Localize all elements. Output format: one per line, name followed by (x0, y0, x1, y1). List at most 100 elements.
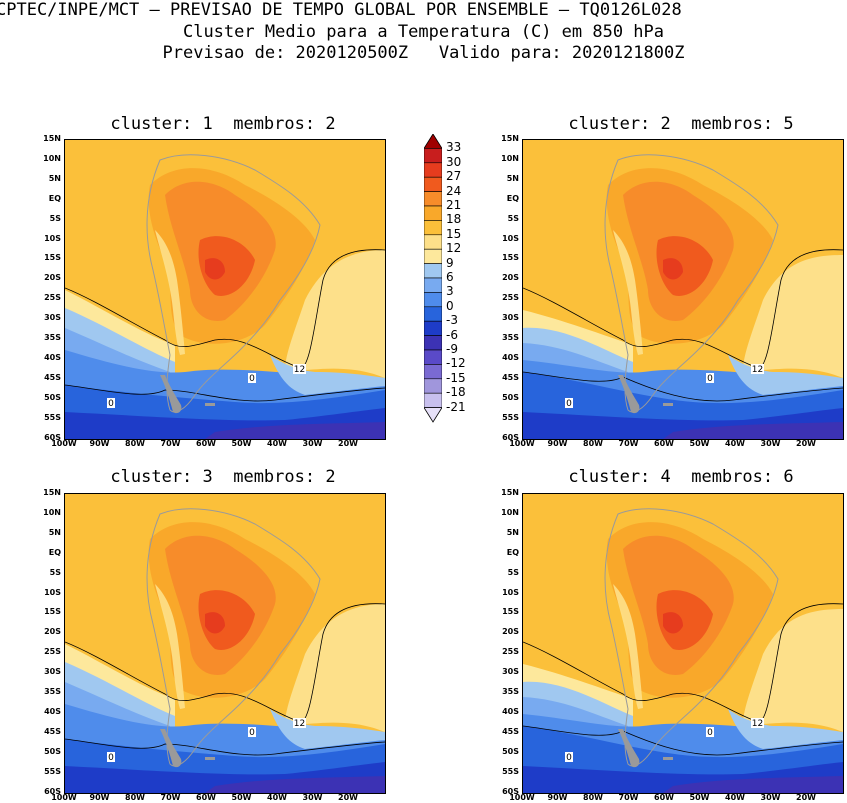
colorbar-tick-label: 6 (446, 270, 454, 284)
colorbar-swatch (424, 306, 442, 322)
lat-label: 20S (502, 273, 519, 283)
lon-label: 20W (796, 793, 816, 802)
lon-label: 50W (689, 793, 710, 802)
lon-label: 90W (89, 439, 110, 448)
contour-label-warm: 12 (752, 719, 763, 729)
lat-label: 35S (502, 333, 519, 342)
lat-label: 50S (502, 746, 519, 756)
colorbar-tick-label: -18 (446, 385, 466, 400)
lat-label: EQ (506, 193, 519, 203)
lat-label: 5N (48, 173, 61, 183)
colorbar-swatch (424, 263, 442, 279)
lon-label: 60W (654, 793, 674, 802)
lat-label: 55S (44, 412, 61, 422)
colorbar-swatch (424, 349, 442, 365)
lon-label: 80W (125, 439, 145, 448)
lon-label: 80W (125, 793, 145, 802)
colorbar-swatch (424, 407, 442, 423)
lon-label: 30W (302, 439, 323, 448)
colorbar-swatch (424, 234, 442, 250)
lat-label: 15N (501, 134, 519, 143)
temperature-map-cluster-1: 12 0 0 (64, 139, 386, 440)
contour-label-cold: 0 (249, 728, 255, 738)
lat-label: 10N (501, 153, 519, 163)
lon-label: 70W (160, 793, 181, 802)
colorbar-swatch (424, 205, 442, 221)
lat-label: 10S (502, 587, 519, 597)
lon-label: 70W (618, 793, 639, 802)
lat-label: 5S (49, 213, 61, 223)
lat-label: 5S (507, 567, 519, 577)
colorbar-swatch (424, 162, 442, 178)
lat-label: 15S (44, 253, 61, 263)
lat-label: 30S (502, 313, 519, 323)
lat-label: 15N (43, 134, 61, 143)
colorbar-swatch (424, 364, 442, 380)
colorbar-swatch (424, 277, 442, 293)
panel-title-2: cluster: 2 membros: 5 (568, 114, 794, 134)
lon-label: 20W (338, 793, 358, 802)
lat-label: 55S (502, 766, 519, 776)
colorbar: 33 30 27 24 21 18 15 12 9 6 3 0 -3 -6 -9 -12 -15 -18 -21 (424, 134, 484, 444)
colorbar-swatch (424, 292, 442, 308)
lat-label: 5N (506, 527, 519, 537)
colorbar-swatch (424, 335, 442, 351)
colorbar-swatch (424, 191, 442, 207)
lat-label: 10S (44, 233, 61, 243)
lon-label: 100W (51, 793, 77, 802)
lon-label: 100W (51, 439, 77, 448)
header-line-3: Previsao de: 2020120500Z Valido para: 20… (162, 43, 685, 63)
lat-label: 50S (44, 392, 61, 402)
colorbar-swatch (424, 378, 442, 394)
colorbar-tick-label: -9 (446, 342, 458, 356)
lon-label: 40W (267, 793, 287, 802)
header-line-1: CPTEC/INPE/MCT – PREVISAO DE TEMPO GLOBA… (0, 0, 682, 20)
colorbar-tick-label: 15 (446, 226, 462, 241)
lat-label: EQ (48, 547, 61, 557)
lon-label: 50W (231, 793, 252, 802)
lat-label: 5S (507, 213, 519, 223)
colorbar-tick-label: 3 (446, 284, 454, 299)
colorbar-tick-label: 18 (446, 212, 462, 227)
lon-label: 20W (796, 439, 816, 448)
panel-title-4: cluster: 4 membros: 6 (568, 467, 794, 487)
lat-label: 45S (502, 726, 519, 736)
lat-label: 10N (43, 153, 61, 163)
lon-label: 40W (725, 793, 745, 802)
lat-label: 35S (44, 687, 61, 696)
lon-label: 20W (338, 439, 358, 448)
lat-label: 50S (502, 392, 519, 402)
lon-label: 40W (267, 439, 287, 448)
colorbar-tick-label: -21 (446, 399, 466, 414)
lat-label: 15N (43, 488, 61, 497)
lat-label: 10N (43, 507, 61, 517)
colorbar-swatch (424, 148, 442, 164)
lat-label: 45S (44, 372, 61, 382)
colorbar-tick-label: 24 (446, 183, 462, 198)
contour-label-cold: 0 (707, 374, 713, 384)
lon-label: 100W (509, 793, 535, 802)
lon-label: 60W (196, 793, 216, 802)
lat-label: 60S (44, 786, 61, 796)
lat-label: 20S (44, 627, 61, 637)
contour-label-cold: 0 (566, 399, 572, 409)
lat-label: 30S (44, 313, 61, 323)
lon-label: 60W (196, 439, 216, 448)
lon-label: 40W (725, 439, 745, 448)
lon-label: 90W (89, 793, 110, 802)
lon-label: 30W (760, 439, 781, 448)
lat-label: 25S (44, 647, 61, 657)
lon-label: 90W (547, 439, 568, 448)
lat-label: 5N (48, 527, 61, 537)
lat-label: 60S (44, 432, 61, 442)
colorbar-swatch (424, 248, 442, 264)
lon-label: 30W (760, 793, 781, 802)
colorbar-tick-label: -15 (446, 370, 466, 385)
lat-label: 30S (44, 667, 61, 677)
lon-label: 100W (509, 439, 535, 448)
lat-label: 45S (502, 372, 519, 382)
lat-label: 15S (502, 253, 519, 263)
lat-label: 10S (44, 587, 61, 597)
lat-label: 10N (501, 507, 519, 517)
colorbar-tick-label: -6 (446, 327, 458, 342)
